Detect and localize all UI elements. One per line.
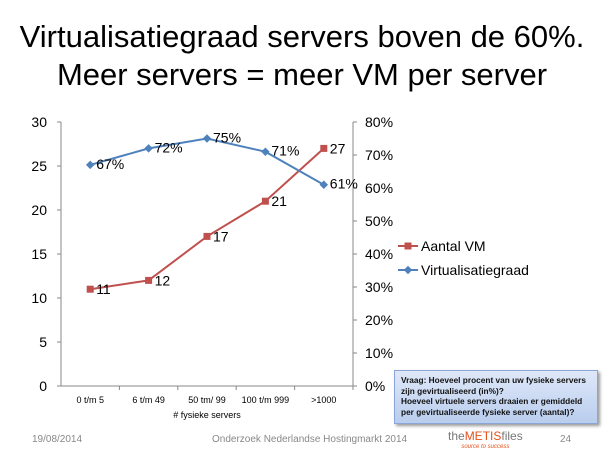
left-tick-label: 0	[39, 378, 47, 394]
note-line-1: Vraag: Hoeveel procent van uw fysieke se…	[401, 375, 586, 396]
legend-label: Aantal VM	[421, 238, 486, 254]
right-tick-label: 60%	[365, 180, 393, 196]
left-tick-label: 5	[39, 334, 47, 350]
data-point	[320, 144, 328, 152]
left-tick-label: 15	[31, 246, 47, 262]
logo: theMETISfiles source to success	[448, 429, 523, 450]
data-point	[145, 276, 153, 284]
right-tick-label: 20%	[365, 312, 393, 328]
right-tick-label: 10%	[365, 345, 393, 361]
footer-date: 19/08/2014	[32, 434, 83, 445]
data-point	[144, 144, 153, 153]
data-point	[202, 134, 212, 143]
right-tick-label: 30%	[365, 279, 393, 295]
data-label: 12	[155, 272, 171, 288]
left-tick-label: 10	[31, 290, 47, 306]
x-tick-label: 0 t/m 5	[76, 395, 104, 405]
left-tick-label: 20	[31, 202, 47, 218]
legend-marker	[404, 242, 412, 250]
data-point	[203, 232, 211, 240]
footer-center: Onderzoek Nederlandse Hostingmarkt 2014	[212, 434, 408, 445]
x-axis-label: # fysieke servers	[173, 410, 241, 420]
data-label: 67%	[96, 156, 124, 172]
note-line-2: Hoeveel virtuele servers draaien er gemi…	[401, 396, 583, 417]
data-label: 71%	[271, 143, 299, 159]
x-tick-label: >1000	[311, 395, 336, 405]
page-number: 24	[560, 434, 572, 445]
data-label: 11	[96, 281, 111, 297]
data-label: 17	[213, 228, 229, 244]
title-line-2: Meer servers = meer VM per server	[56, 57, 548, 92]
title-line-1: Virtualisatiegraad servers boven de 60%.	[19, 19, 585, 54]
slide-title: Virtualisatiegraad servers boven de 60%.…	[0, 18, 604, 94]
data-point	[85, 160, 95, 170]
right-tick-label: 40%	[365, 246, 393, 262]
question-note: Vraag: Hoeveel procent van uw fysieke se…	[394, 370, 598, 424]
legend-marker	[403, 265, 413, 275]
data-point	[261, 197, 269, 205]
right-tick-label: 80%	[365, 114, 393, 130]
series-line-aantal-vm	[90, 147, 325, 291]
data-label: 21	[271, 193, 287, 209]
left-tick-label: 30	[31, 114, 47, 130]
x-tick-label: 100 t/m 999	[242, 395, 290, 405]
right-tick-label: 0%	[365, 378, 385, 394]
data-label: 27	[330, 140, 346, 156]
data-point	[86, 285, 94, 293]
x-tick-label: 50 tm/ 99	[188, 395, 226, 405]
x-tick-label: 6 t/m 49	[132, 395, 165, 405]
right-tick-label: 50%	[365, 213, 393, 229]
data-label: 75%	[213, 130, 241, 146]
data-point	[319, 180, 329, 189]
right-tick-label: 70%	[365, 147, 393, 163]
legend-label: Virtualisatiegraad	[421, 262, 529, 278]
data-label: 61%	[330, 176, 358, 192]
left-tick-label: 25	[31, 158, 47, 174]
data-point	[261, 147, 270, 156]
data-label: 72%	[155, 139, 183, 155]
